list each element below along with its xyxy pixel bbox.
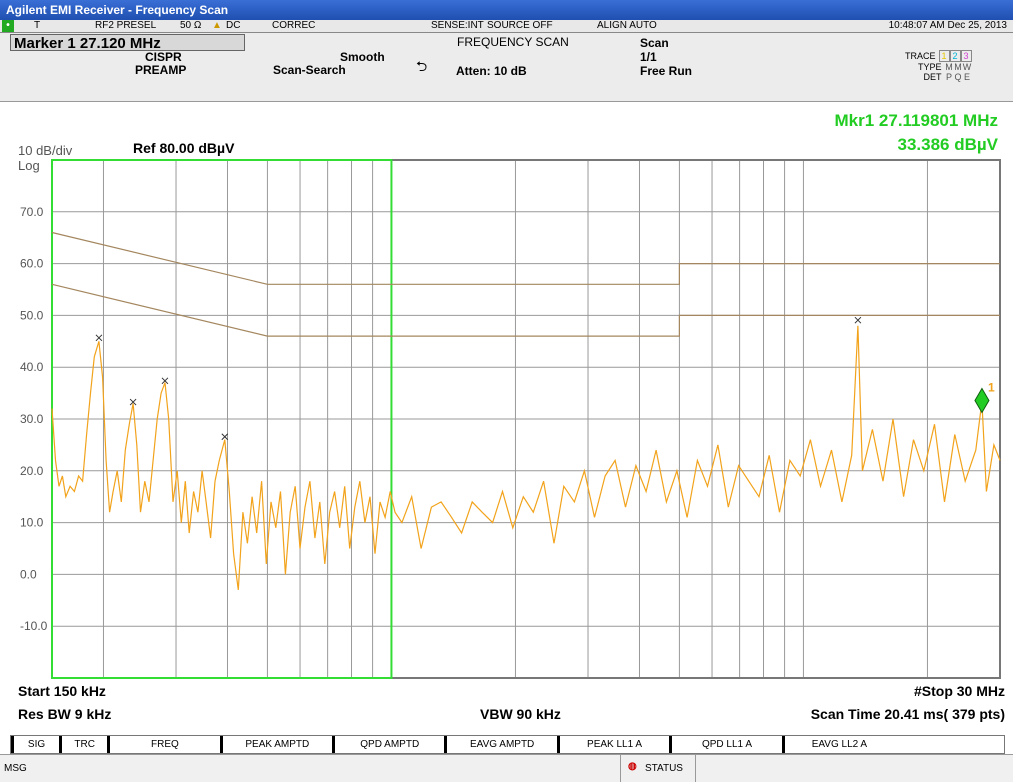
correction: CORREC	[272, 20, 316, 31]
trace-cell: M	[954, 62, 962, 72]
status-label[interactable]: STATUS	[645, 763, 683, 774]
softkey-bar: SIG TRC FREQ PEAK AMPTD QPD AMPTD EAVG AMPTD P…	[10, 735, 1005, 754]
sense: SENSE:INT	[431, 20, 484, 31]
limit-line	[51, 283, 1000, 337]
rbw: Res BW 9 kHz	[18, 706, 112, 722]
softkey[interactable]: TRC	[59, 736, 107, 753]
trace	[51, 325, 1001, 590]
scan-count: 1/1	[640, 50, 657, 64]
start: Start 150 kHz	[18, 683, 106, 699]
softkey[interactable]: PEAK AMPTD	[219, 736, 332, 753]
detector: CISPR	[145, 50, 182, 64]
preamp: PREAMP	[135, 63, 187, 77]
coupling: DC	[226, 20, 241, 31]
plot: Mkr1 27.119801 MHz 33.386 dBµV 10 dB/div Re…	[18, 111, 1001, 679]
trigger: T	[34, 20, 41, 31]
y-tick-label: 10.0	[20, 516, 44, 530]
softkey[interactable]: FREQ	[107, 736, 219, 753]
ref-level: Ref 80.00 dBµV	[133, 140, 235, 156]
message-bar: MSG ◍ STATUS	[0, 754, 1013, 782]
divider	[695, 755, 696, 782]
trace-cell: E	[964, 72, 971, 82]
warning-icon: ▲	[212, 20, 222, 31]
peak-marker	[221, 433, 229, 441]
input-icon: ⮌	[416, 58, 428, 74]
trace-cell: P	[946, 72, 953, 82]
mode: FREQUENCY SCAN	[457, 35, 569, 49]
y-tick-label: 50.0	[20, 308, 44, 322]
rl-icon: •	[2, 20, 14, 32]
log-label: Log	[18, 158, 40, 173]
marker-readout: Mkr1 27.119801 MHz	[835, 111, 999, 130]
header-panel	[0, 33, 1013, 102]
impedance: 50 Ω	[180, 20, 202, 31]
y-tick-label: 60.0	[20, 257, 44, 271]
softkey[interactable]: QPD AMPTD	[332, 736, 444, 753]
scale: 10 dB/div	[18, 143, 73, 158]
peak-marker	[854, 316, 862, 324]
trace-cell: Q	[954, 72, 962, 82]
trace-cell: 2	[949, 50, 961, 62]
trace-cell: 3	[960, 50, 972, 62]
search: Scan-Search	[273, 63, 346, 77]
stop: #Stop 30 MHz	[913, 683, 1005, 699]
y-tick-label: 0.0	[20, 567, 37, 581]
source: SOURCE OFF	[487, 20, 553, 31]
scan-range	[51, 159, 393, 679]
softkey[interactable]: QPD LL1 A	[669, 736, 781, 753]
trace-label: TYPE	[918, 62, 942, 72]
softkey[interactable]: EAVG AMPTD	[444, 736, 556, 753]
scan-run: Free Run	[640, 64, 693, 78]
trace-label: TRACE	[905, 51, 936, 61]
y-tick-label: 20.0	[20, 464, 44, 478]
marker-label: 1	[988, 380, 995, 394]
msg: MSG	[4, 763, 27, 774]
divider	[620, 755, 621, 782]
y-tick-label: 30.0	[20, 412, 44, 426]
smooth: Smooth	[340, 50, 385, 64]
sweep: Scan Time 20.41 ms( 379 pts)	[810, 706, 1005, 722]
y-tick-label: -10.0	[20, 619, 48, 633]
align: ALIGN AUTO	[597, 20, 657, 31]
trace-label: DET	[923, 72, 942, 82]
marker-box[interactable]: Marker 1 27.120 MHz	[10, 34, 245, 52]
atten: Atten: 10 dB	[456, 64, 527, 78]
trace-cell: M	[945, 62, 953, 72]
y-tick-label: 40.0	[20, 360, 44, 374]
trace-cell: W	[962, 62, 972, 72]
trace-box: TRACE 1 2 3 TYPE M MW DET P Q E	[905, 50, 972, 82]
softkey[interactable]: PEAK LL1 A	[556, 736, 669, 753]
peak-marker	[129, 398, 137, 406]
marker-readout: 33.386 dBµV	[897, 135, 998, 154]
title-bar: Agilent EMI Receiver - Frequency Scan	[0, 0, 1013, 20]
trace-row: TYPE M MW	[905, 62, 972, 72]
peak-marker	[95, 334, 103, 342]
softkey[interactable]: SIG	[11, 736, 59, 753]
trace-cell: 1	[938, 50, 950, 62]
clock: 10:48:07 AM Dec 25, 2013	[888, 20, 1007, 31]
trace-row: TRACE 1 2 3	[905, 50, 972, 62]
limit-line	[51, 231, 1000, 285]
y-tick-label: 70.0	[20, 205, 44, 219]
peak-marker	[161, 377, 169, 385]
marker-diamond	[974, 387, 990, 414]
scan-label: Scan	[640, 36, 669, 50]
trace-row: DET P Q E	[905, 72, 972, 82]
vbw: VBW 90 kHz	[480, 706, 561, 722]
softkey[interactable]: EAVG LL2 A	[781, 736, 894, 753]
input: RF2 PRESEL	[95, 20, 157, 31]
status-icon: ◍	[628, 761, 637, 772]
status-row: • T RF2 PRESEL 50 Ω ▲ DC CORREC SENSE:IN…	[0, 20, 1013, 33]
